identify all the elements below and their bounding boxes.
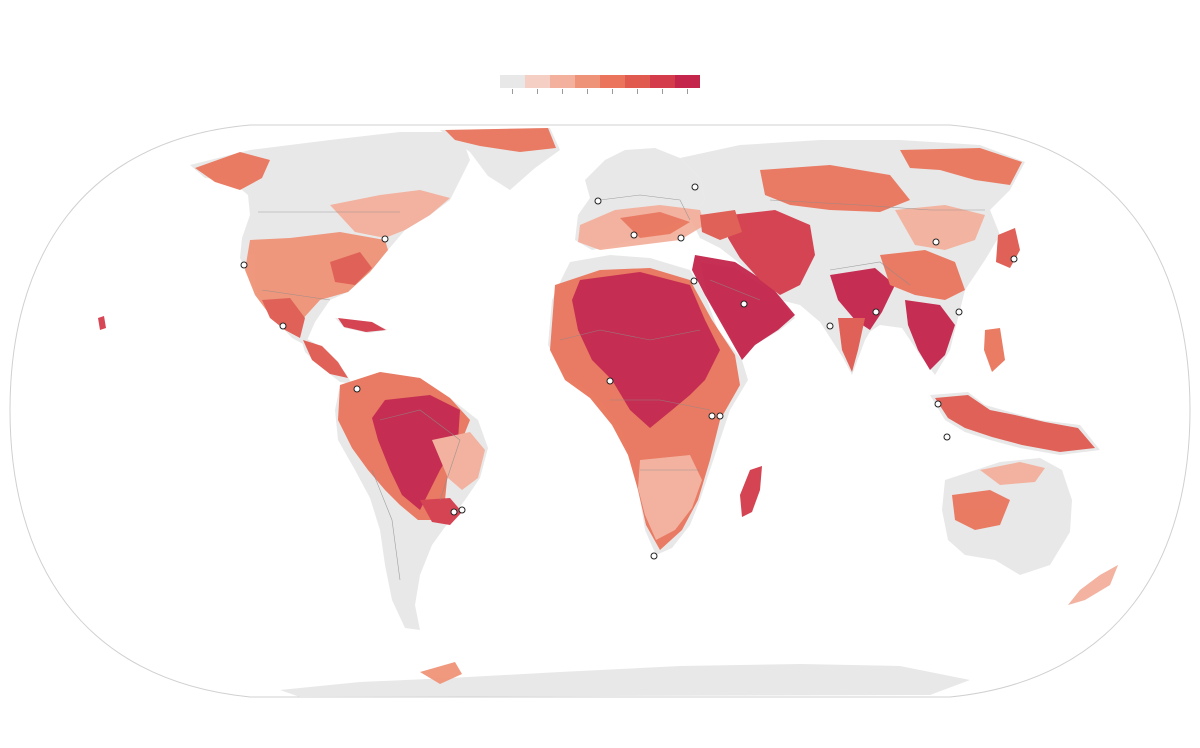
china-south-heat bbox=[880, 250, 965, 300]
city-marker[interactable] bbox=[740, 300, 748, 308]
caspian-heat bbox=[700, 210, 742, 240]
sa-heat-lightpatch bbox=[432, 432, 485, 490]
city-marker[interactable] bbox=[690, 277, 698, 285]
legend-tick bbox=[562, 89, 563, 94]
city-marker[interactable] bbox=[458, 506, 466, 514]
city-marker[interactable] bbox=[279, 322, 287, 330]
legend-swatch bbox=[600, 75, 625, 88]
sa-heat-southeast bbox=[420, 498, 462, 525]
legend-tick bbox=[662, 89, 663, 94]
europe-heat-med bbox=[620, 212, 690, 238]
na-heat-light bbox=[330, 190, 450, 238]
border-sahel bbox=[559, 329, 701, 341]
legend-tick bbox=[612, 89, 613, 94]
legend-swatch bbox=[500, 75, 525, 88]
china-east-heat bbox=[895, 205, 985, 250]
legend-swatch bbox=[575, 75, 600, 88]
southeast-asia-heat bbox=[905, 300, 955, 370]
city-marker[interactable] bbox=[691, 183, 699, 191]
indonesia-heat bbox=[935, 395, 1095, 452]
antarctica-land bbox=[280, 664, 970, 697]
city-marker[interactable] bbox=[716, 412, 724, 420]
city-marker[interactable] bbox=[932, 238, 940, 246]
legend-swatch bbox=[625, 75, 650, 88]
city-marker[interactable] bbox=[240, 261, 248, 269]
na-heat-north bbox=[195, 152, 270, 190]
border-brazil bbox=[379, 409, 461, 501]
legend-swatch bbox=[550, 75, 575, 88]
india-south-heat bbox=[838, 318, 865, 372]
city-marker[interactable] bbox=[677, 234, 685, 242]
city-marker[interactable] bbox=[826, 322, 834, 330]
na-heat-deep bbox=[330, 252, 372, 285]
australia-heat bbox=[952, 490, 1010, 530]
border-andes bbox=[371, 469, 401, 581]
africa-heat-south bbox=[638, 455, 702, 540]
city-marker[interactable] bbox=[594, 197, 602, 205]
city-marker[interactable] bbox=[630, 231, 638, 239]
color-scale-legend bbox=[500, 75, 700, 95]
border-arabia bbox=[709, 279, 761, 301]
iran-heat bbox=[728, 210, 815, 295]
caribbean-heat bbox=[338, 318, 386, 332]
legend-swatch bbox=[650, 75, 675, 88]
central-asia-heat bbox=[760, 165, 910, 212]
australia-land bbox=[942, 458, 1072, 575]
city-marker[interactable] bbox=[934, 400, 942, 408]
city-marker[interactable] bbox=[872, 308, 880, 316]
new-zealand-heat bbox=[1068, 565, 1118, 605]
legend-swatch bbox=[525, 75, 550, 88]
middle-east-heat bbox=[692, 255, 795, 360]
city-marker[interactable] bbox=[955, 308, 963, 316]
legend-tick bbox=[537, 89, 538, 94]
border-india-china bbox=[829, 261, 911, 286]
central-america-heat bbox=[303, 340, 348, 378]
legend-tick bbox=[637, 89, 638, 94]
hawaii-heat bbox=[98, 316, 106, 330]
legend-tick bbox=[587, 89, 588, 94]
city-marker[interactable] bbox=[450, 508, 458, 516]
border-europe bbox=[599, 194, 691, 221]
philippines-heat bbox=[984, 328, 1005, 372]
border-central-africa bbox=[610, 399, 711, 411]
madagascar-heat bbox=[740, 466, 762, 517]
legend-swatch bbox=[675, 75, 700, 88]
city-marker[interactable] bbox=[943, 433, 951, 441]
greenland-heat bbox=[445, 128, 556, 152]
africa-heat-deep bbox=[572, 272, 720, 428]
mexico-heat bbox=[262, 298, 305, 338]
siberia-heat bbox=[900, 148, 1022, 185]
city-marker[interactable] bbox=[708, 412, 716, 420]
australia-north-heat bbox=[980, 462, 1045, 485]
antarctic-peninsula-heat bbox=[420, 662, 462, 684]
india-heat bbox=[830, 268, 895, 330]
city-marker[interactable] bbox=[1010, 255, 1018, 263]
legend-tick bbox=[512, 89, 513, 94]
border-us-mexico bbox=[261, 289, 331, 301]
border-russia-china bbox=[769, 199, 985, 211]
city-marker[interactable] bbox=[381, 235, 389, 243]
legend-tick bbox=[687, 89, 688, 94]
city-marker[interactable] bbox=[353, 385, 361, 393]
city-marker[interactable] bbox=[606, 377, 614, 385]
city-marker[interactable] bbox=[650, 552, 658, 560]
